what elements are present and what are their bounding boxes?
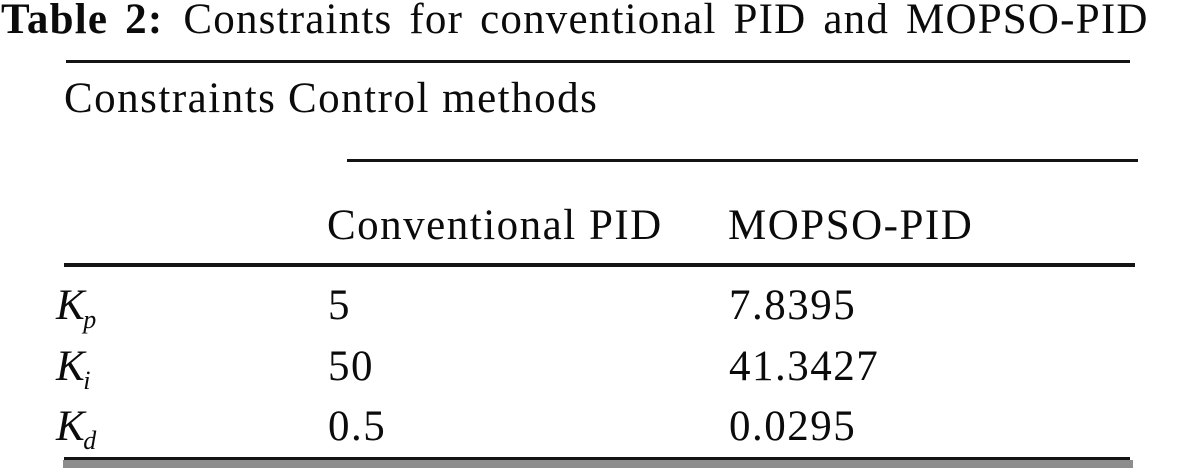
rule-header-divider [64,263,1135,267]
kp-subscript: p [83,305,97,334]
ki-symbol: K [56,343,87,390]
kp-symbol: K [56,282,87,329]
table-caption: Table 2: Constraints for conventional PID… [1,0,1149,43]
column-header-conventional-pid: Conventional PID [327,202,663,249]
rule-bottom-divider [64,457,1130,460]
kd-subscript: d [83,426,97,455]
group-header-control-methods: Control methods [288,75,599,122]
cell-kd-mopso: 0.0295 [729,403,857,450]
cell-kp-conventional: 5 [328,282,351,329]
column-header-mopso-pid: MOPSO-PID [728,202,974,249]
ki-subscript: i [83,366,91,395]
row-label-ki: Ki [56,345,90,394]
table-caption-label: Table 2: [1,0,164,43]
row-label-kp: Kp [56,284,96,333]
cell-ki-conventional: 50 [328,343,374,390]
cell-kd-conventional: 0.5 [328,403,387,450]
row-label-kd: Kd [56,405,96,454]
kd-symbol: K [56,403,87,450]
cell-kp-mopso: 7.8395 [729,282,857,329]
rule-top-divider [66,60,1130,63]
rule-group-header-divider [347,159,1138,162]
rule-bottom-shadow [63,460,1133,468]
cell-ki-mopso: 41.3427 [729,343,880,390]
row-header-constraints: Constraints [64,75,277,122]
table-caption-title: Constraints for conventional PID and MOP… [183,0,1149,43]
